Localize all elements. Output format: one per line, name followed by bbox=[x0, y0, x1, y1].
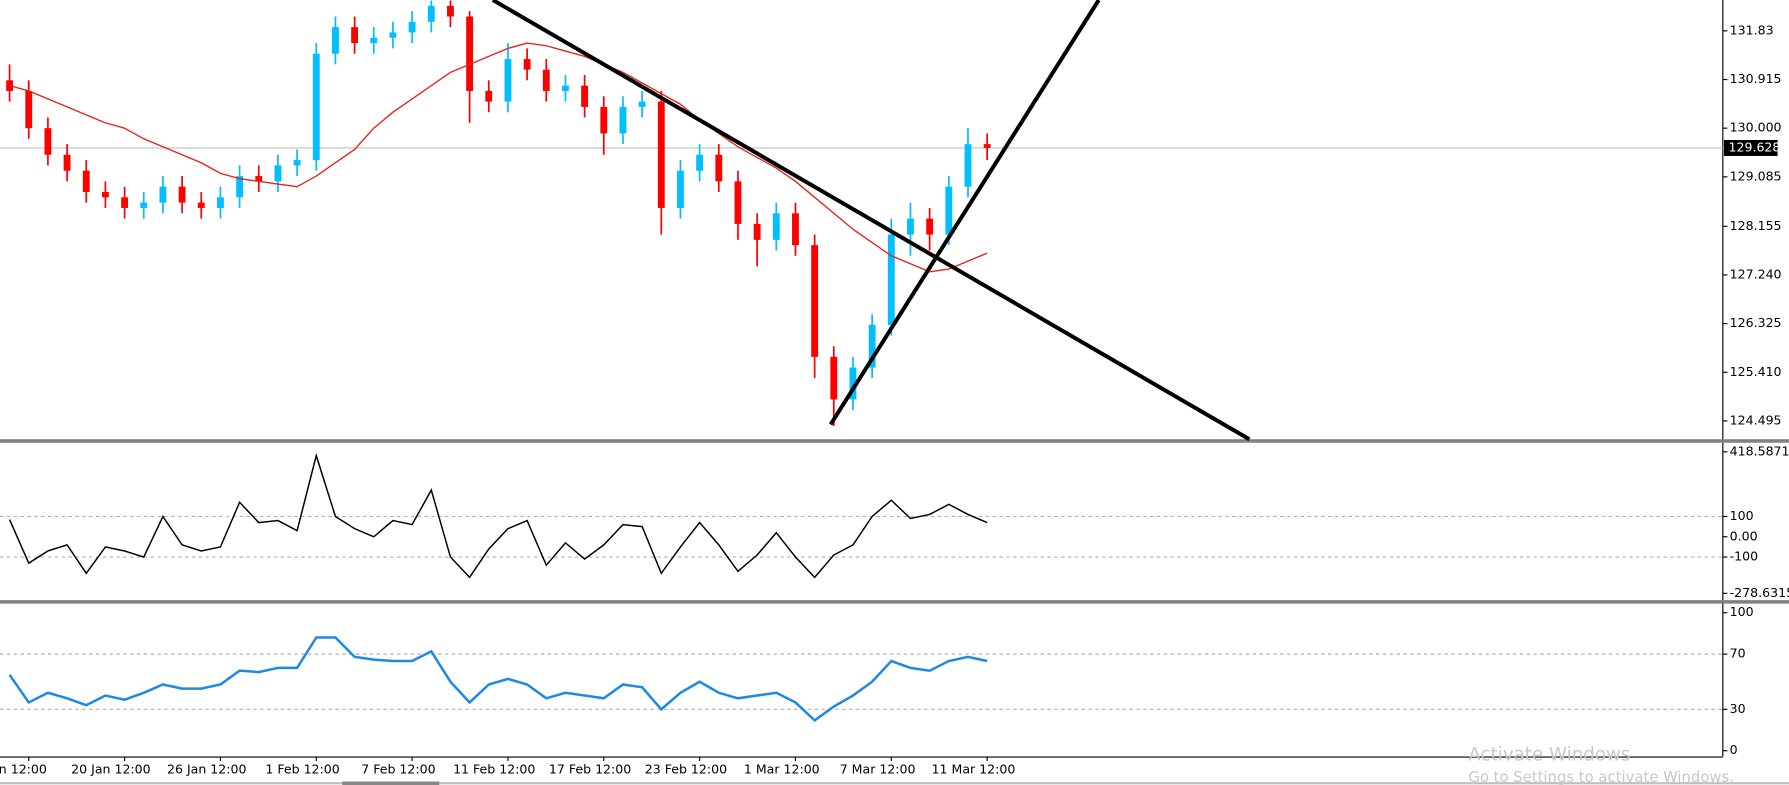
x-tick-label: n 12:00 bbox=[0, 762, 47, 777]
candle-body bbox=[121, 197, 129, 208]
indicator-line bbox=[8, 636, 988, 723]
y-tick-label: 100 bbox=[1730, 508, 1754, 523]
moving-average bbox=[9, 42, 988, 273]
candle-body bbox=[332, 27, 339, 54]
x-tick-label: 26 Jan 12:00 bbox=[167, 762, 246, 777]
x-tick-label: 17 Feb 12:00 bbox=[549, 762, 631, 777]
candle-body bbox=[677, 170, 684, 208]
candle-body bbox=[562, 85, 569, 91]
candle-body bbox=[504, 59, 512, 102]
candle-body bbox=[197, 202, 205, 208]
candle-body bbox=[25, 90, 33, 129]
y-tick-label: -100 bbox=[1730, 549, 1758, 564]
candle-body bbox=[466, 16, 474, 91]
y-tick-label: 30 bbox=[1730, 701, 1746, 716]
candle-body bbox=[619, 106, 627, 134]
candle-body bbox=[159, 186, 167, 203]
candle-body bbox=[427, 5, 435, 22]
y-tick-label: 124.495 bbox=[1730, 412, 1782, 427]
candle-body bbox=[542, 69, 550, 91]
candle-body bbox=[657, 101, 665, 208]
candle-body bbox=[523, 59, 531, 70]
y-tick-label: 0 bbox=[1730, 742, 1738, 757]
indicator-line bbox=[8, 452, 988, 579]
candle-body bbox=[849, 367, 857, 400]
trend-line bbox=[828, 0, 1101, 426]
candle-body bbox=[964, 144, 972, 187]
y-tick-label: -278.6315 bbox=[1730, 585, 1789, 600]
candle-body bbox=[734, 181, 742, 224]
y-tick-label: 100 bbox=[1730, 604, 1754, 619]
candle-body bbox=[351, 27, 359, 44]
candle-body bbox=[389, 32, 397, 38]
y-tick-label: 125.410 bbox=[1730, 364, 1782, 379]
candle-body bbox=[907, 218, 914, 235]
watermark-title: Activate Windows bbox=[1468, 744, 1630, 765]
candle-body bbox=[44, 128, 52, 155]
candle-body bbox=[140, 202, 148, 208]
candle-body bbox=[868, 324, 876, 368]
x-tick-label: 7 Mar 12:00 bbox=[840, 762, 916, 777]
y-tick-label: 418.5871 bbox=[1730, 443, 1789, 458]
current-price-box bbox=[1723, 139, 1778, 156]
candle-body bbox=[293, 160, 301, 166]
candle-body bbox=[408, 21, 416, 33]
candle-body bbox=[772, 213, 780, 240]
x-tick-label: 20 Jan 12:00 bbox=[71, 762, 150, 777]
candle-body bbox=[638, 101, 646, 107]
candle-body bbox=[274, 165, 282, 182]
candle-body bbox=[753, 223, 761, 240]
x-tick-label: 1 Mar 12:00 bbox=[744, 762, 820, 777]
y-tick-label: 127.240 bbox=[1730, 266, 1782, 281]
candle-body bbox=[447, 5, 454, 17]
y-tick-label: 126.325 bbox=[1730, 315, 1782, 330]
candle-body bbox=[370, 37, 378, 44]
candle-body bbox=[887, 234, 895, 325]
y-tick-label: 131.83 bbox=[1730, 22, 1774, 37]
watermark-subtitle: Go to Settings to activate Windows. bbox=[1468, 769, 1734, 785]
current-price-label: 129.628 bbox=[1729, 139, 1781, 154]
x-tick-label: 7 Feb 12:00 bbox=[361, 762, 435, 777]
x-tick-label: 1 Feb 12:00 bbox=[265, 762, 339, 777]
candle-body bbox=[82, 170, 90, 192]
y-tick-label: 130.000 bbox=[1730, 120, 1782, 135]
candle-body bbox=[178, 186, 186, 203]
candle-body bbox=[792, 213, 799, 246]
candle-body bbox=[236, 176, 244, 198]
candle-body bbox=[63, 154, 71, 171]
candle-body bbox=[600, 106, 608, 134]
trend-line bbox=[491, 0, 1251, 442]
candle-body bbox=[581, 85, 589, 107]
y-tick-label: 0.00 bbox=[1730, 528, 1758, 543]
candle-body bbox=[255, 176, 263, 182]
candle-body bbox=[926, 218, 934, 235]
y-tick-label: 70 bbox=[1730, 646, 1746, 661]
y-tick-label: 130.915 bbox=[1730, 71, 1782, 86]
candle-body bbox=[696, 154, 704, 171]
candle-body bbox=[312, 53, 320, 161]
y-tick-label: 128.155 bbox=[1730, 218, 1782, 233]
candle-body bbox=[983, 144, 991, 148]
candle-body bbox=[102, 191, 109, 198]
x-tick-label: 11 Mar 12:00 bbox=[932, 762, 1016, 777]
x-tick-label: 23 Feb 12:00 bbox=[645, 762, 727, 777]
candle-body bbox=[811, 245, 819, 357]
y-tick-label: 129.085 bbox=[1730, 168, 1782, 183]
candle-body bbox=[945, 186, 953, 235]
candle-body bbox=[217, 197, 224, 208]
candle-body bbox=[485, 90, 493, 102]
candle-body bbox=[715, 154, 723, 182]
x-tick-label: 11 Feb 12:00 bbox=[453, 762, 535, 777]
candle-body bbox=[830, 356, 838, 400]
